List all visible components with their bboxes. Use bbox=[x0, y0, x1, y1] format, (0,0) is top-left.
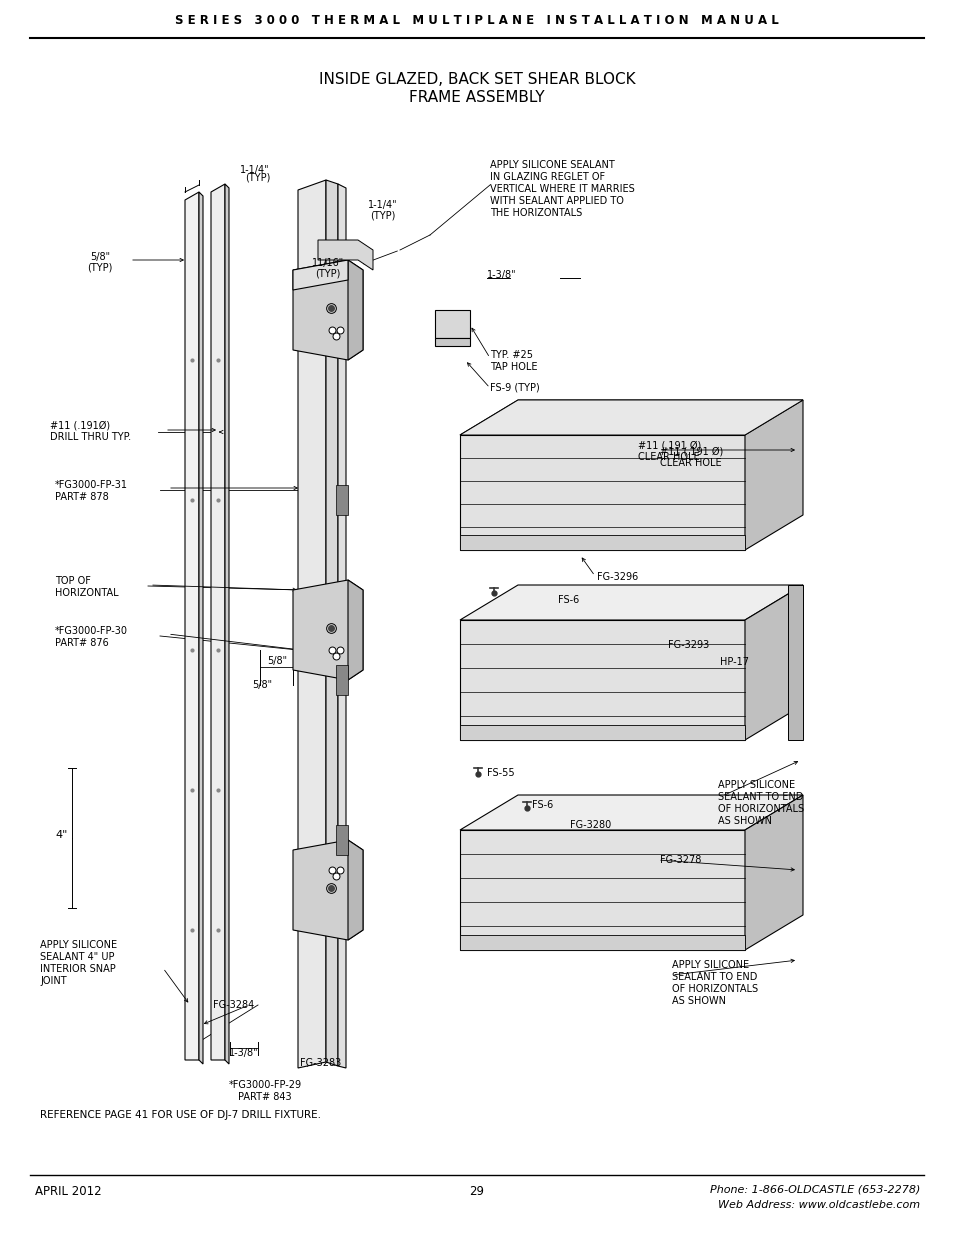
Text: INTERIOR SNAP: INTERIOR SNAP bbox=[40, 965, 115, 974]
Text: TYP. #25: TYP. #25 bbox=[490, 350, 533, 359]
Text: *FG3000-FP-29: *FG3000-FP-29 bbox=[228, 1079, 301, 1091]
Text: APPLY SILICONE: APPLY SILICONE bbox=[40, 940, 117, 950]
Text: 1-3/8": 1-3/8" bbox=[486, 270, 517, 280]
Text: FG-3283: FG-3283 bbox=[299, 1058, 341, 1068]
Text: *FG3000-FP-31: *FG3000-FP-31 bbox=[55, 480, 128, 490]
Polygon shape bbox=[293, 580, 363, 680]
Polygon shape bbox=[225, 184, 229, 1065]
Bar bbox=[787, 585, 802, 740]
Polygon shape bbox=[297, 180, 326, 1068]
Text: INSIDE GLAZED, BACK SET SHEAR BLOCK: INSIDE GLAZED, BACK SET SHEAR BLOCK bbox=[318, 72, 635, 86]
Polygon shape bbox=[293, 261, 348, 290]
Text: VERTICAL WHERE IT MARRIES: VERTICAL WHERE IT MARRIES bbox=[490, 184, 634, 194]
Text: JOINT: JOINT bbox=[40, 976, 67, 986]
Polygon shape bbox=[459, 435, 744, 550]
Text: APRIL 2012: APRIL 2012 bbox=[35, 1186, 102, 1198]
Bar bbox=[459, 725, 744, 740]
Text: (TYP): (TYP) bbox=[88, 262, 112, 272]
Text: (TYP): (TYP) bbox=[245, 173, 270, 183]
Text: 1-1/4": 1-1/4" bbox=[368, 200, 397, 210]
Text: REFERENCE PAGE 41 FOR USE OF DJ-7 DRILL FIXTURE.: REFERENCE PAGE 41 FOR USE OF DJ-7 DRILL … bbox=[40, 1110, 320, 1120]
Bar bbox=[335, 664, 348, 695]
Polygon shape bbox=[459, 400, 802, 435]
Bar bbox=[435, 310, 470, 338]
Text: FG-3284: FG-3284 bbox=[213, 1000, 254, 1010]
Text: 4": 4" bbox=[55, 830, 68, 840]
Text: SEALANT TO END: SEALANT TO END bbox=[718, 792, 802, 802]
Polygon shape bbox=[459, 400, 802, 435]
Text: (TYP): (TYP) bbox=[370, 210, 395, 220]
Bar bbox=[459, 935, 744, 950]
Text: DRILL THRU TYP.: DRILL THRU TYP. bbox=[50, 432, 131, 442]
Text: CLEAR HOLE: CLEAR HOLE bbox=[638, 452, 699, 462]
Polygon shape bbox=[459, 830, 744, 950]
Text: S E R I E S   3 0 0 0   T H E R M A L   M U L T I P L A N E   I N S T A L L A T : S E R I E S 3 0 0 0 T H E R M A L M U L … bbox=[175, 14, 778, 26]
Polygon shape bbox=[744, 585, 802, 740]
Text: WITH SEALANT APPLIED TO: WITH SEALANT APPLIED TO bbox=[490, 196, 623, 206]
Text: FG-3293: FG-3293 bbox=[667, 640, 708, 650]
Text: FS-6: FS-6 bbox=[558, 595, 578, 605]
Bar bbox=[335, 825, 348, 855]
Text: (TYP): (TYP) bbox=[314, 268, 340, 278]
Text: 5/8": 5/8" bbox=[267, 656, 287, 666]
Text: PART# 843: PART# 843 bbox=[238, 1092, 292, 1102]
Polygon shape bbox=[348, 261, 363, 359]
Text: CLEAR HOLE: CLEAR HOLE bbox=[659, 458, 720, 468]
Polygon shape bbox=[337, 184, 346, 1068]
Text: APPLY SILICONE SEALANT: APPLY SILICONE SEALANT bbox=[490, 161, 614, 170]
Polygon shape bbox=[348, 580, 363, 680]
Bar bbox=[435, 338, 470, 346]
Text: OF HORIZONTALS: OF HORIZONTALS bbox=[718, 804, 803, 814]
Text: 1-3/8": 1-3/8" bbox=[229, 1049, 258, 1058]
Text: 11/16": 11/16" bbox=[312, 258, 344, 268]
Text: APPLY SILICONE: APPLY SILICONE bbox=[671, 960, 748, 969]
Text: 29: 29 bbox=[469, 1186, 484, 1198]
Text: FS-9 (TYP): FS-9 (TYP) bbox=[490, 382, 539, 391]
Polygon shape bbox=[459, 585, 802, 620]
Polygon shape bbox=[744, 400, 802, 550]
Text: FS-55: FS-55 bbox=[486, 768, 514, 778]
Text: OF HORIZONTALS: OF HORIZONTALS bbox=[671, 984, 758, 994]
Text: Phone: 1-866-OLDCASTLE (653-2278): Phone: 1-866-OLDCASTLE (653-2278) bbox=[709, 1186, 919, 1195]
Text: THE HORIZONTALS: THE HORIZONTALS bbox=[490, 207, 581, 219]
Bar bbox=[335, 485, 348, 515]
Polygon shape bbox=[348, 840, 363, 940]
Text: AS SHOWN: AS SHOWN bbox=[671, 995, 725, 1007]
Text: FS-6: FS-6 bbox=[532, 800, 553, 810]
Bar bbox=[459, 535, 744, 550]
Polygon shape bbox=[293, 261, 363, 359]
Text: Web Address: www.oldcastlebe.com: Web Address: www.oldcastlebe.com bbox=[717, 1200, 919, 1210]
Text: #11 (.191 Ø): #11 (.191 Ø) bbox=[659, 446, 722, 456]
Polygon shape bbox=[459, 795, 802, 830]
Text: 5/8": 5/8" bbox=[90, 252, 110, 262]
Polygon shape bbox=[317, 240, 373, 270]
Text: #11 (.191 Ø): #11 (.191 Ø) bbox=[638, 440, 700, 450]
Text: AS SHOWN: AS SHOWN bbox=[718, 816, 771, 826]
Polygon shape bbox=[211, 184, 225, 1060]
Text: TAP HOLE: TAP HOLE bbox=[490, 362, 537, 372]
Polygon shape bbox=[744, 795, 802, 950]
Text: FG-3280: FG-3280 bbox=[569, 820, 611, 830]
Text: IN GLAZING REGLET OF: IN GLAZING REGLET OF bbox=[490, 172, 604, 182]
Polygon shape bbox=[326, 180, 337, 1066]
Text: APPLY SILICONE: APPLY SILICONE bbox=[718, 781, 794, 790]
Text: HORIZONTAL: HORIZONTAL bbox=[55, 588, 118, 598]
Polygon shape bbox=[199, 191, 203, 1065]
Text: PART# 876: PART# 876 bbox=[55, 638, 109, 648]
Text: *FG3000-FP-30: *FG3000-FP-30 bbox=[55, 626, 128, 636]
Text: SEALANT 4" UP: SEALANT 4" UP bbox=[40, 952, 114, 962]
Text: SEALANT TO END: SEALANT TO END bbox=[671, 972, 757, 982]
Text: 5/8": 5/8" bbox=[252, 680, 272, 690]
Text: FG-3296: FG-3296 bbox=[597, 572, 638, 582]
Polygon shape bbox=[293, 840, 363, 940]
Text: FRAME ASSEMBLY: FRAME ASSEMBLY bbox=[409, 90, 544, 105]
Text: #11 (.191Ø): #11 (.191Ø) bbox=[50, 420, 110, 430]
Text: PART# 878: PART# 878 bbox=[55, 492, 109, 501]
Text: 1-1/4": 1-1/4" bbox=[240, 165, 270, 175]
Polygon shape bbox=[459, 620, 744, 740]
Polygon shape bbox=[185, 191, 199, 1060]
Text: TOP OF: TOP OF bbox=[55, 576, 91, 585]
Text: HP-17: HP-17 bbox=[720, 657, 748, 667]
Text: FG-3278: FG-3278 bbox=[659, 855, 700, 864]
